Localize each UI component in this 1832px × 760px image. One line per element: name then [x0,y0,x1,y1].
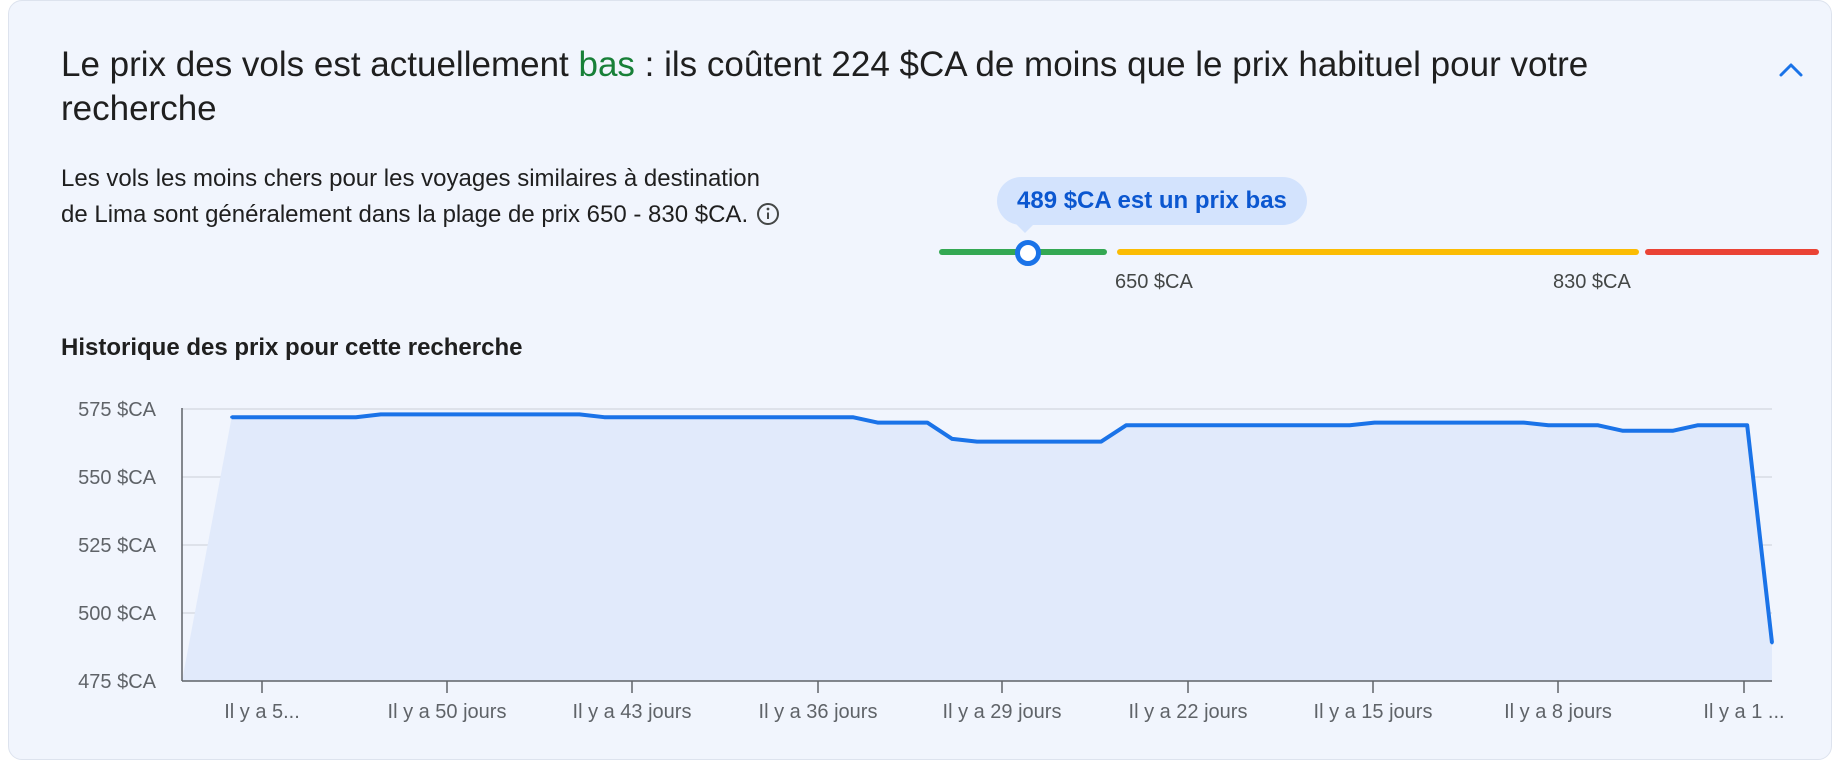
current-price-bubble: 489 $CA est un prix bas [997,177,1307,225]
price-area [182,414,1772,681]
x-tick-label: Il y a 5... [224,701,300,723]
y-tick-label: 575 $CA [78,399,156,421]
x-tick-label: Il y a 29 jours [943,701,1062,723]
data-point [578,412,581,416]
data-point [1621,429,1625,433]
x-tick-label: Il y a 22 jours [1129,701,1248,723]
data-point [1695,423,1699,427]
y-tick-label: 525 $CA [78,535,156,557]
data-point [602,415,606,419]
data-point [1348,423,1352,427]
data-point [1770,641,1774,645]
y-tick-label: 500 $CA [78,603,156,625]
range-high-label: 830 $CA [1553,271,1631,293]
data-point [379,412,383,416]
bubble-pointer [1015,223,1035,233]
x-tick-label: Il y a 8 jours [1504,701,1612,723]
data-point [354,415,358,419]
high-price-segment [1645,249,1819,255]
price-history-title: Historique des prix pour cette recherche [61,334,523,361]
data-point [1745,423,1749,427]
current-price-marker [1015,240,1041,266]
data-point [1522,421,1526,425]
price-range-indicator: 489 $CA est un prix bas 650 $CA 830 $CA [933,177,1819,297]
info-icon[interactable] [756,201,780,237]
price-range-description: Les vols les moins chers pour les voyage… [61,161,781,237]
x-tick-label: Il y a 15 jours [1314,701,1433,723]
chevron-up-icon [1779,63,1803,77]
y-tick-label: 550 $CA [78,467,156,489]
x-tick-label: Il y a 43 jours [573,701,692,723]
price-level: bas [578,45,635,84]
data-point [1124,423,1128,427]
data-point [851,415,855,419]
data-point [1373,421,1376,425]
x-tick-label: Il y a 1 ... [1703,701,1784,723]
y-tick-label: 475 $CA [78,671,156,693]
typical-price-segment [1117,249,1639,255]
collapse-button[interactable] [1771,49,1811,89]
data-point [1671,429,1675,433]
price-headline: Le prix des vols est actuellement bas : … [61,45,1589,128]
data-point [1546,423,1550,427]
data-point [950,437,954,441]
data-point [975,440,979,444]
price-line [231,412,1774,644]
data-point [1596,423,1600,427]
range-low-label: 650 $CA [1115,271,1193,293]
x-tick-label: Il y a 36 jours [759,701,878,723]
data-point [230,415,234,419]
data-point [876,421,880,425]
data-point [925,421,929,425]
data-point [1099,440,1103,444]
x-tick-label: Il y a 50 jours [388,701,507,723]
